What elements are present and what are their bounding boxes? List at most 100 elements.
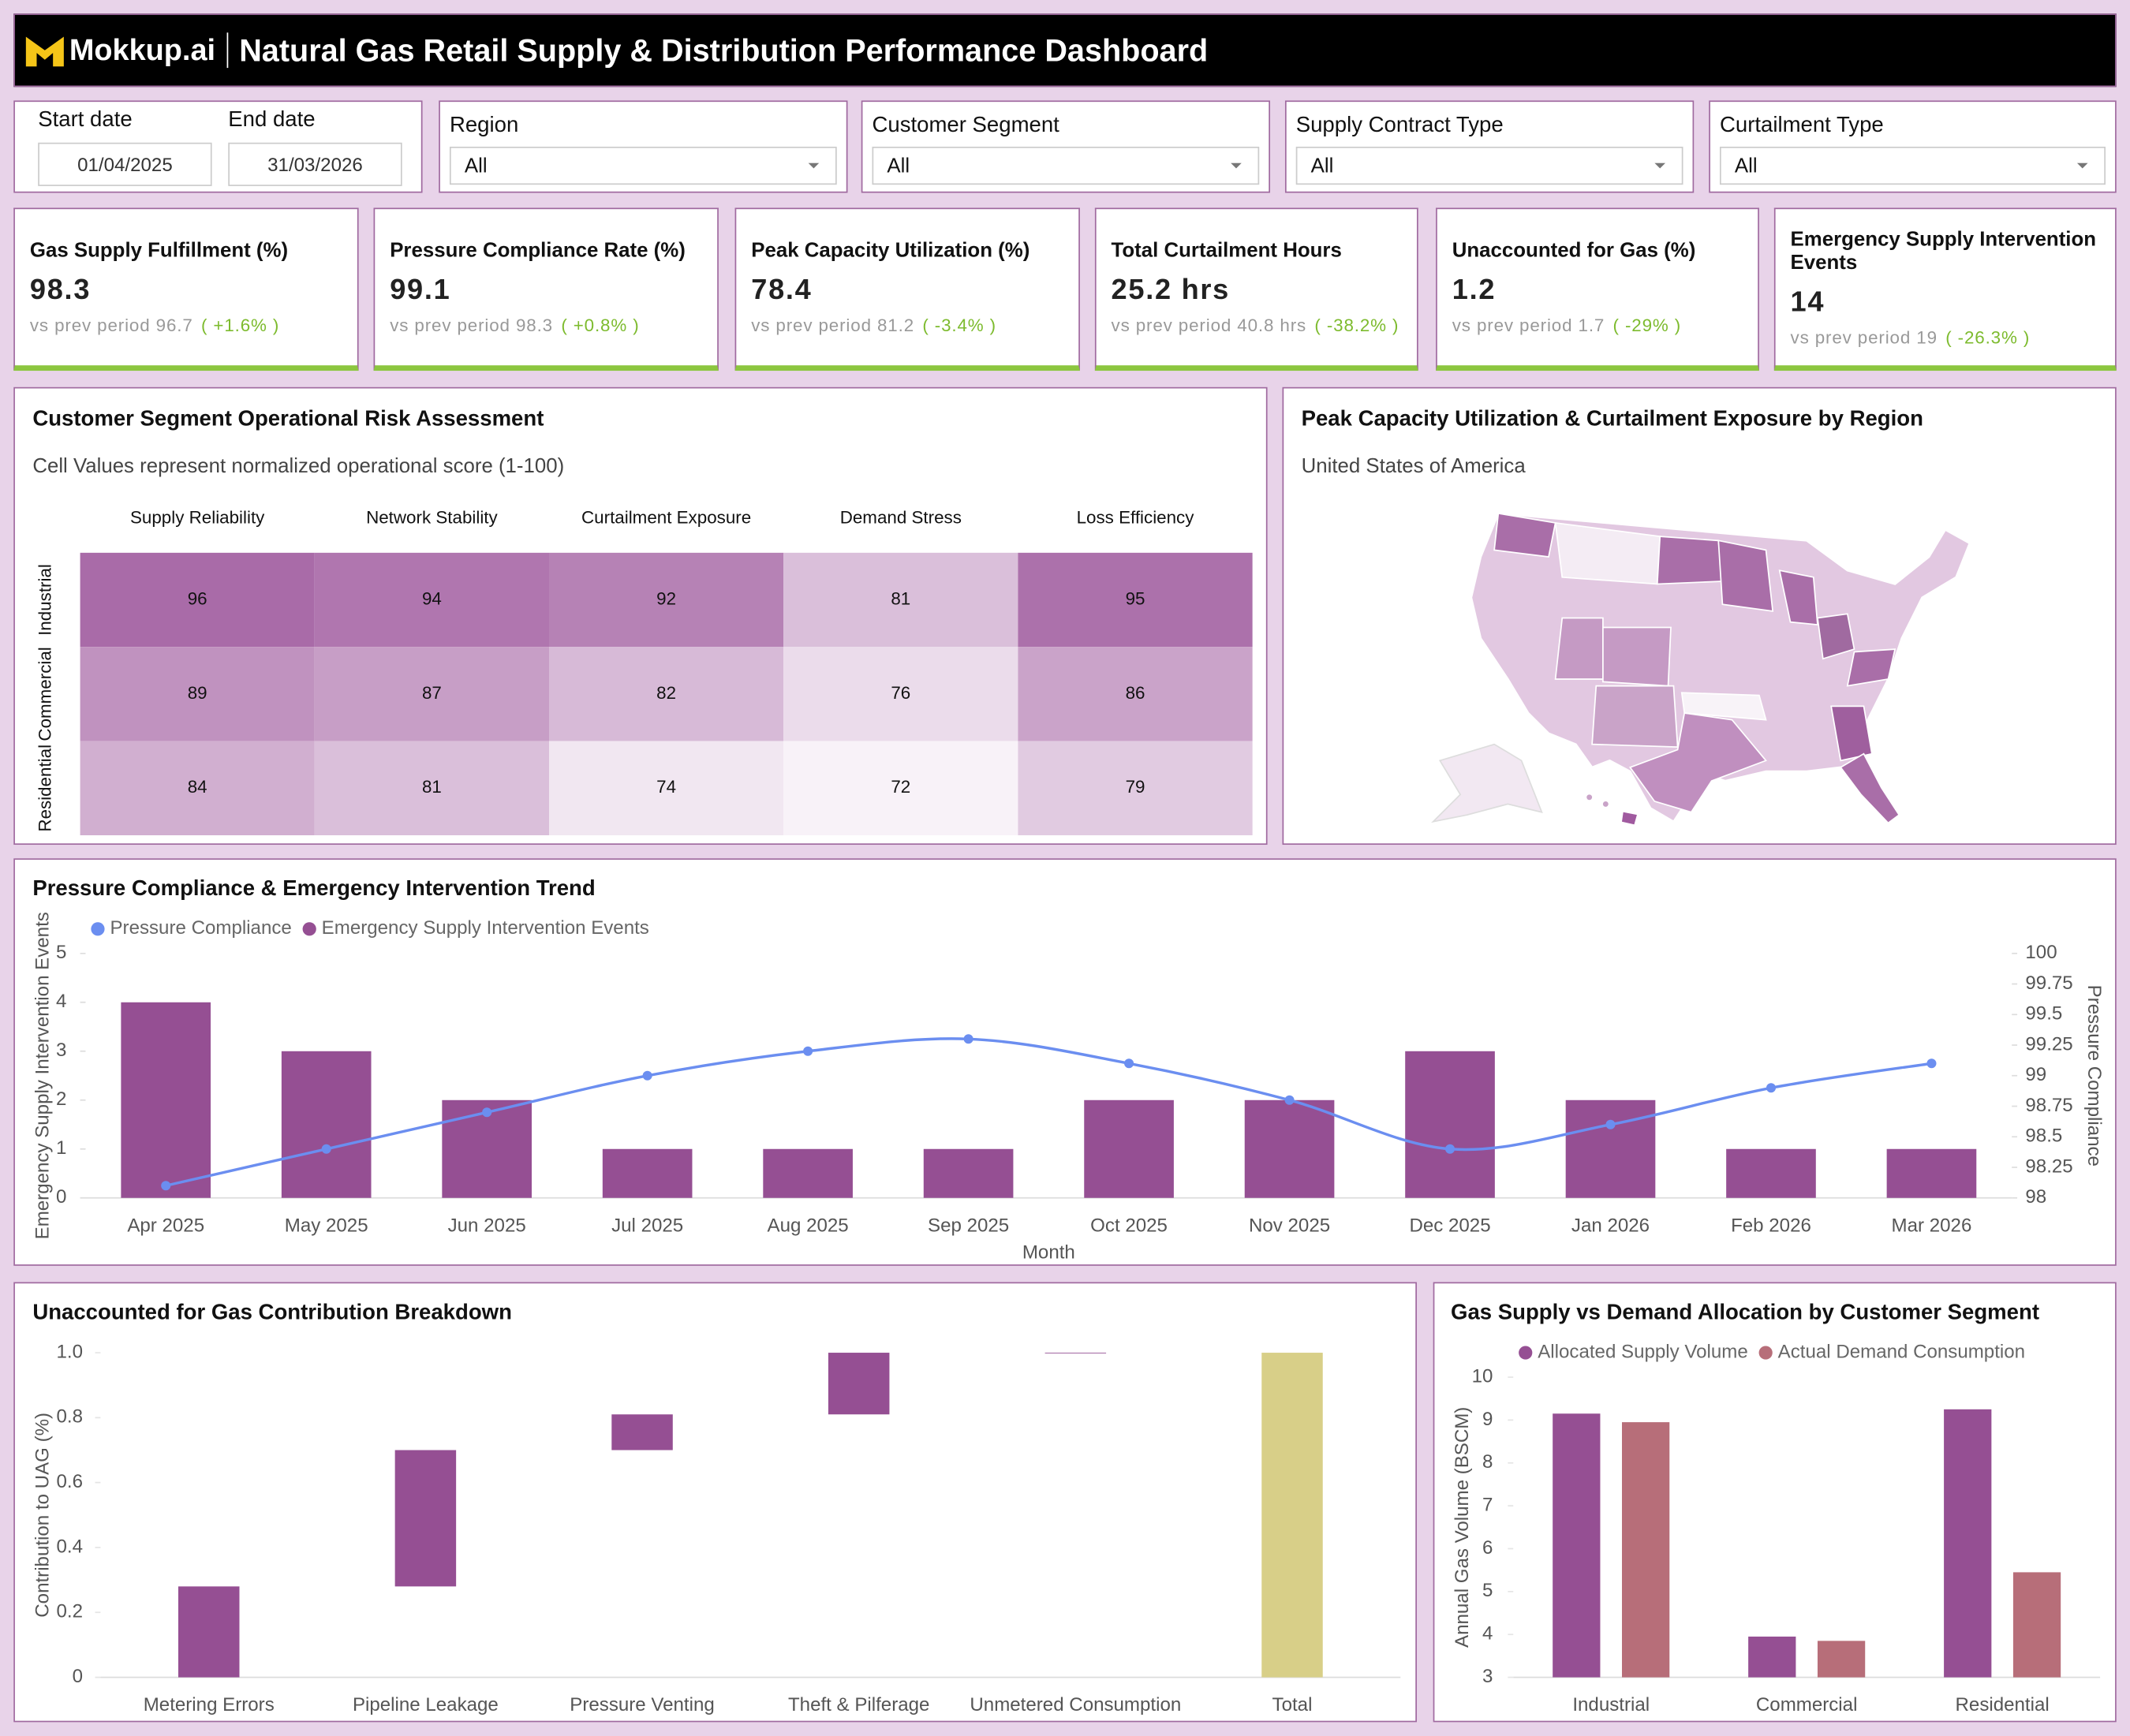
kpi-card: Emergency Supply Intervention Events 14 vs… (1773, 207, 2117, 371)
dropdown-select[interactable]: All (449, 146, 837, 185)
kpi-comparison: vs prev period 19 ( -26.3% ) (1791, 327, 2101, 347)
comparison-label: vs prev period (1111, 315, 1232, 336)
cell-value: 81 (891, 588, 910, 608)
y2-tick-label: 100 (2025, 942, 2057, 963)
date-input[interactable]: 31/03/2026 (228, 142, 402, 186)
logo-shape (25, 36, 64, 67)
kpi-card: Gas Supply Fulfillment (%) 98.3 vs prev pe… (13, 207, 359, 371)
line (165, 1037, 1932, 1187)
kpi-value: 14 (1790, 286, 1825, 318)
previous-value: 96.7 (155, 315, 193, 336)
previous-value: 19 (1916, 327, 1938, 347)
kpi-comparison: vs prev period 1.7 ( -29% ) (1452, 315, 1743, 335)
bar (1553, 1413, 1601, 1678)
column-label: Supply Reliability (130, 508, 265, 528)
y-tick-label: 3 (1482, 1666, 1493, 1687)
cell-value: 89 (188, 683, 207, 703)
bar (1944, 1409, 1992, 1678)
x-tick-label: Total (1272, 1694, 1313, 1715)
comparison-label: vs prev period (751, 315, 872, 336)
cell-value: 94 (422, 588, 442, 608)
waterfall-bar (1261, 1353, 1323, 1678)
caret-shape (1654, 162, 1666, 169)
kpi-value: 25.2 hrs (1111, 274, 1231, 306)
bar (1817, 1641, 1866, 1678)
dropdown-select[interactable]: All (1719, 146, 2106, 185)
column-label: Loss Efficiency (1077, 508, 1195, 528)
x-tick-label: Metering Errors (144, 1694, 275, 1715)
caret (2076, 162, 2088, 169)
legend-marker (1758, 1346, 1773, 1360)
dropdown-select[interactable]: All (872, 146, 1260, 185)
y-tick-label: 5 (1482, 1580, 1493, 1601)
x-tick-label: Aug 2025 (768, 1215, 849, 1236)
cell-value: 86 (1126, 683, 1145, 703)
chart-title: Pressure Compliance & Emergency Interven… (32, 875, 595, 900)
line-point (963, 1034, 973, 1044)
dropdown-select[interactable]: All (1295, 146, 1683, 185)
y-tick-label: 0 (73, 1666, 83, 1687)
y2-tick-label: 99.5 (2025, 1003, 2062, 1025)
chart: Customer Segment Operational Risk Assess… (32, 405, 1253, 835)
date-label: End date (228, 108, 316, 133)
heatmap-cell (80, 647, 315, 741)
heatmap-cell (783, 552, 1018, 648)
waterfall-bar (394, 1450, 457, 1587)
heatmap-cell (1018, 647, 1253, 741)
x-tick-label: Apr 2025 (127, 1215, 204, 1236)
dropdown-label: Region (449, 114, 519, 137)
legend-marker (302, 922, 316, 936)
caret (1654, 162, 1666, 169)
bar (602, 1148, 693, 1198)
kpi-card: Unaccounted for Gas (%) 1.2 vs prev period… (1436, 207, 1759, 371)
chart-title: Unaccounted for Gas Contribution Breakdo… (32, 1299, 512, 1323)
column-label: Network Stability (366, 508, 498, 528)
y-tick-label: 4 (1482, 1623, 1493, 1645)
bar (2012, 1572, 2061, 1678)
chart-panel: Unaccounted for Gas Contribution Breakdo… (13, 1282, 1417, 1723)
chart-title: Customer Segment Operational Risk Assess… (32, 405, 544, 430)
comparison-label: vs prev period (29, 315, 151, 336)
heatmap-cell (549, 552, 784, 648)
x-tick-label: Jan 2026 (1571, 1215, 1650, 1236)
dropdown-label: Curtailment Type (1719, 114, 1884, 137)
waterfall-bar (178, 1586, 240, 1678)
chart: Pressure Compliance & Emergency Interven… (32, 875, 2105, 1263)
line-point (482, 1107, 492, 1118)
chart-title: Gas Supply vs Demand Allocation by Custo… (1451, 1299, 2039, 1323)
y2-tick-label: 98.75 (2025, 1095, 2072, 1116)
previous-value: 40.8 hrs (1237, 315, 1307, 336)
cell-value: 95 (1126, 588, 1145, 608)
y-tick-label: 1 (56, 1137, 66, 1159)
column-label: Curtailment Exposure (581, 508, 751, 528)
date-input[interactable]: 01/04/2025 (38, 142, 212, 186)
row-label: Residential (35, 745, 54, 832)
caret-shape (808, 162, 820, 169)
dropdown-filter: Supply Contract Type All (1284, 100, 1695, 193)
line-point (321, 1144, 331, 1154)
y2-tick-label: 99.25 (2025, 1033, 2072, 1055)
caret-shape (1231, 162, 1242, 169)
y-axis-title: Emergency Supply Intervention Events (32, 912, 53, 1239)
kpi-label: Emergency Supply Intervention Events (1790, 227, 2097, 274)
y2-tick-label: 98.5 (2025, 1126, 2062, 1147)
y-tick-label: 10 (1472, 1365, 1493, 1387)
y2-tick-label: 99.75 (2025, 973, 2072, 994)
legend-label: Emergency Supply Intervention Events (322, 917, 649, 939)
cell-value: 92 (656, 588, 676, 608)
header: Mokkup.ai Natural Gas Retail Supply & Dis… (13, 13, 2117, 88)
line-point (1124, 1058, 1134, 1069)
kpi-value: 78.4 (751, 274, 813, 306)
cell-value: 76 (891, 683, 910, 703)
previous-value: 81.2 (876, 315, 915, 336)
cell-value: 72 (891, 777, 910, 797)
bar (923, 1148, 1014, 1198)
change-value: ( +1.6% ) (201, 315, 280, 336)
x-tick-label: Pressure Venting (570, 1694, 715, 1715)
kpi-label: Peak Capacity Utilization (%) (751, 239, 1030, 263)
date-filter: Start date 01/04/2025 End date 31/03/2026 (13, 100, 423, 193)
bar (1748, 1636, 1796, 1678)
kpi-label: Unaccounted for Gas (%) (1452, 239, 1696, 263)
logo-icon (25, 36, 64, 67)
